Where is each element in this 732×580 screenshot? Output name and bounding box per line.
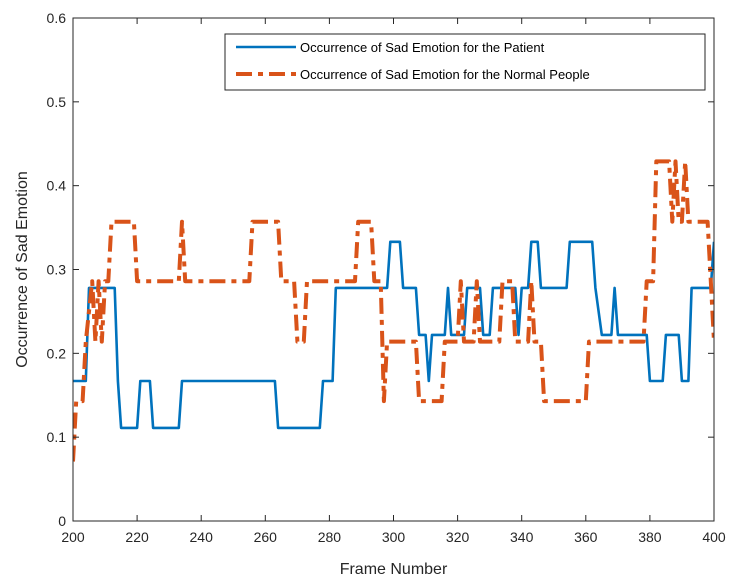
x-axis-label: Frame Number [340, 561, 448, 578]
y-tick-label: 0.1 [47, 429, 67, 445]
x-tick-label: 360 [574, 529, 598, 545]
legend-label-patient: Occurrence of Sad Emotion for the Patien… [300, 40, 545, 55]
legend-label-normal: Occurrence of Sad Emotion for the Normal… [300, 67, 590, 82]
plot-lines [73, 159, 714, 462]
x-tick-label: 200 [61, 529, 85, 545]
legend: Occurrence of Sad Emotion for the Patien… [224, 33, 706, 91]
y-tick-label: 0.2 [47, 345, 67, 361]
plot-frame [72, 17, 715, 522]
x-tick-label: 340 [510, 529, 534, 545]
series-line-normal [73, 159, 714, 462]
x-tick-label: 320 [446, 529, 470, 545]
legend-box [224, 33, 706, 91]
y-axis-label: Occurrence of Sad Emotion [14, 171, 31, 368]
x-tick-label: 300 [382, 529, 406, 545]
x-tick-label: 220 [125, 529, 149, 545]
y-tick-label: 0.3 [47, 262, 67, 278]
x-tick-label: 280 [318, 529, 342, 545]
x-tick-label: 260 [254, 529, 278, 545]
series-line-patient [73, 240, 714, 430]
x-tick-label: 380 [638, 529, 662, 545]
y-tick-label: 0 [58, 513, 66, 529]
y-tick-label: 0.6 [47, 10, 67, 26]
y-tick-label: 0.5 [47, 94, 67, 110]
x-axis: 200 220 240 260 280 300 320 340 360 380 400 [61, 18, 726, 545]
x-tick-label: 240 [190, 529, 214, 545]
y-tick-label: 0.4 [47, 178, 67, 194]
x-tick-label: 400 [702, 529, 726, 545]
y-axis: 0 0.1 0.2 0.3 0.4 0.5 0.6 [47, 10, 714, 529]
